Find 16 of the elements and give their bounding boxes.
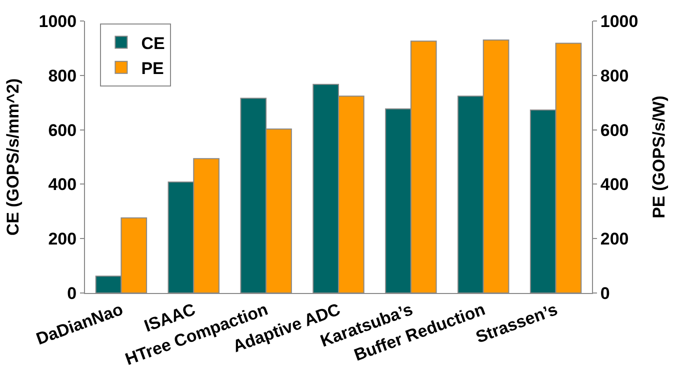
- legend-label: CE: [141, 34, 165, 53]
- y-tick-label: 1000: [38, 12, 77, 31]
- y-tick-label: 200: [48, 230, 77, 249]
- y-tick-label: 0: [67, 284, 77, 303]
- y-tick-label: 800: [48, 66, 77, 86]
- y-tick-label: 600: [48, 120, 77, 140]
- y2-tick-label: 1000: [600, 12, 638, 31]
- y-tick-label: 400: [48, 175, 77, 194]
- y2-tick-label: 400: [600, 175, 629, 194]
- y2-tick-label: 200: [600, 230, 629, 249]
- y2-tick-label: 600: [600, 120, 629, 140]
- y2-axis-title: PE (GOPS/s/W): [650, 96, 669, 218]
- y2-tick-label: 800: [600, 66, 629, 86]
- legend-label: PE: [141, 59, 164, 78]
- y-axis-title: CE (GOPS/s/mm^2): [3, 78, 22, 236]
- y2-tick-label: 0: [600, 284, 610, 303]
